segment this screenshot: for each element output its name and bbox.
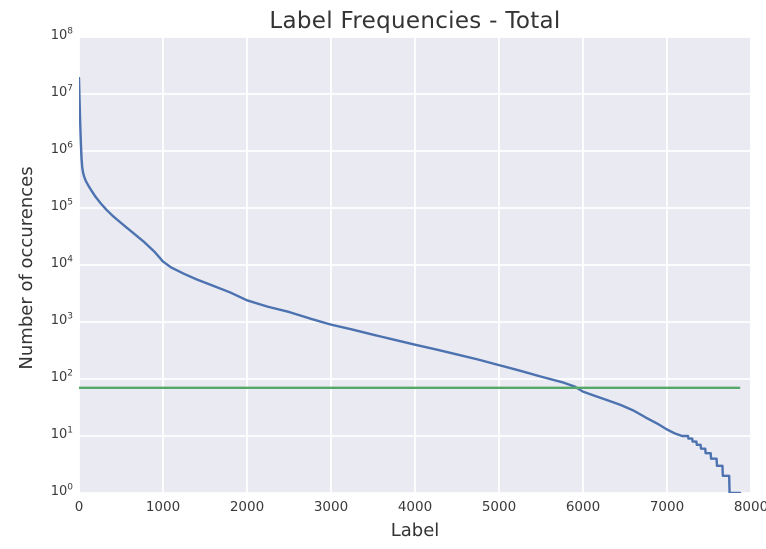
series-sorted-label-frequencies <box>79 76 742 493</box>
y-tick-label-10e1: 101 <box>50 425 73 442</box>
plot-svg <box>79 37 751 493</box>
y-tick-exponent: 0 <box>67 482 73 493</box>
y-tick-exponent: 8 <box>67 26 73 37</box>
y-tick-exponent: 3 <box>67 311 73 322</box>
y-tick-exponent: 4 <box>67 254 73 265</box>
y-tick-label-10e8: 108 <box>50 26 73 43</box>
x-tick-label-5000: 5000 <box>481 499 517 515</box>
y-tick-exponent: 1 <box>67 425 73 436</box>
x-tick-label-3000: 3000 <box>313 499 349 515</box>
x-tick-label-1000: 1000 <box>145 499 181 515</box>
y-tick-exponent: 7 <box>67 83 73 94</box>
x-tick-label-4000: 4000 <box>397 499 433 515</box>
y-tick-label-10e0: 100 <box>50 482 73 499</box>
x-tick-label-2000: 2000 <box>229 499 265 515</box>
y-tick-label-10e7: 107 <box>50 83 73 100</box>
y-axis-label: Number of occurences <box>16 166 37 370</box>
plot-area <box>79 37 751 493</box>
x-tick-label-6000: 6000 <box>565 499 601 515</box>
y-tick-exponent: 6 <box>67 140 73 151</box>
x-tick-label-0: 0 <box>74 499 84 515</box>
x-axis-label: Label <box>390 520 440 541</box>
x-tick-label-7000: 7000 <box>649 499 685 515</box>
x-tick-label-8000: 8000 <box>733 499 766 515</box>
y-tick-exponent: 5 <box>67 197 73 208</box>
y-tick-exponent: 2 <box>67 368 73 379</box>
chart-title: Label Frequencies - Total <box>269 8 561 34</box>
